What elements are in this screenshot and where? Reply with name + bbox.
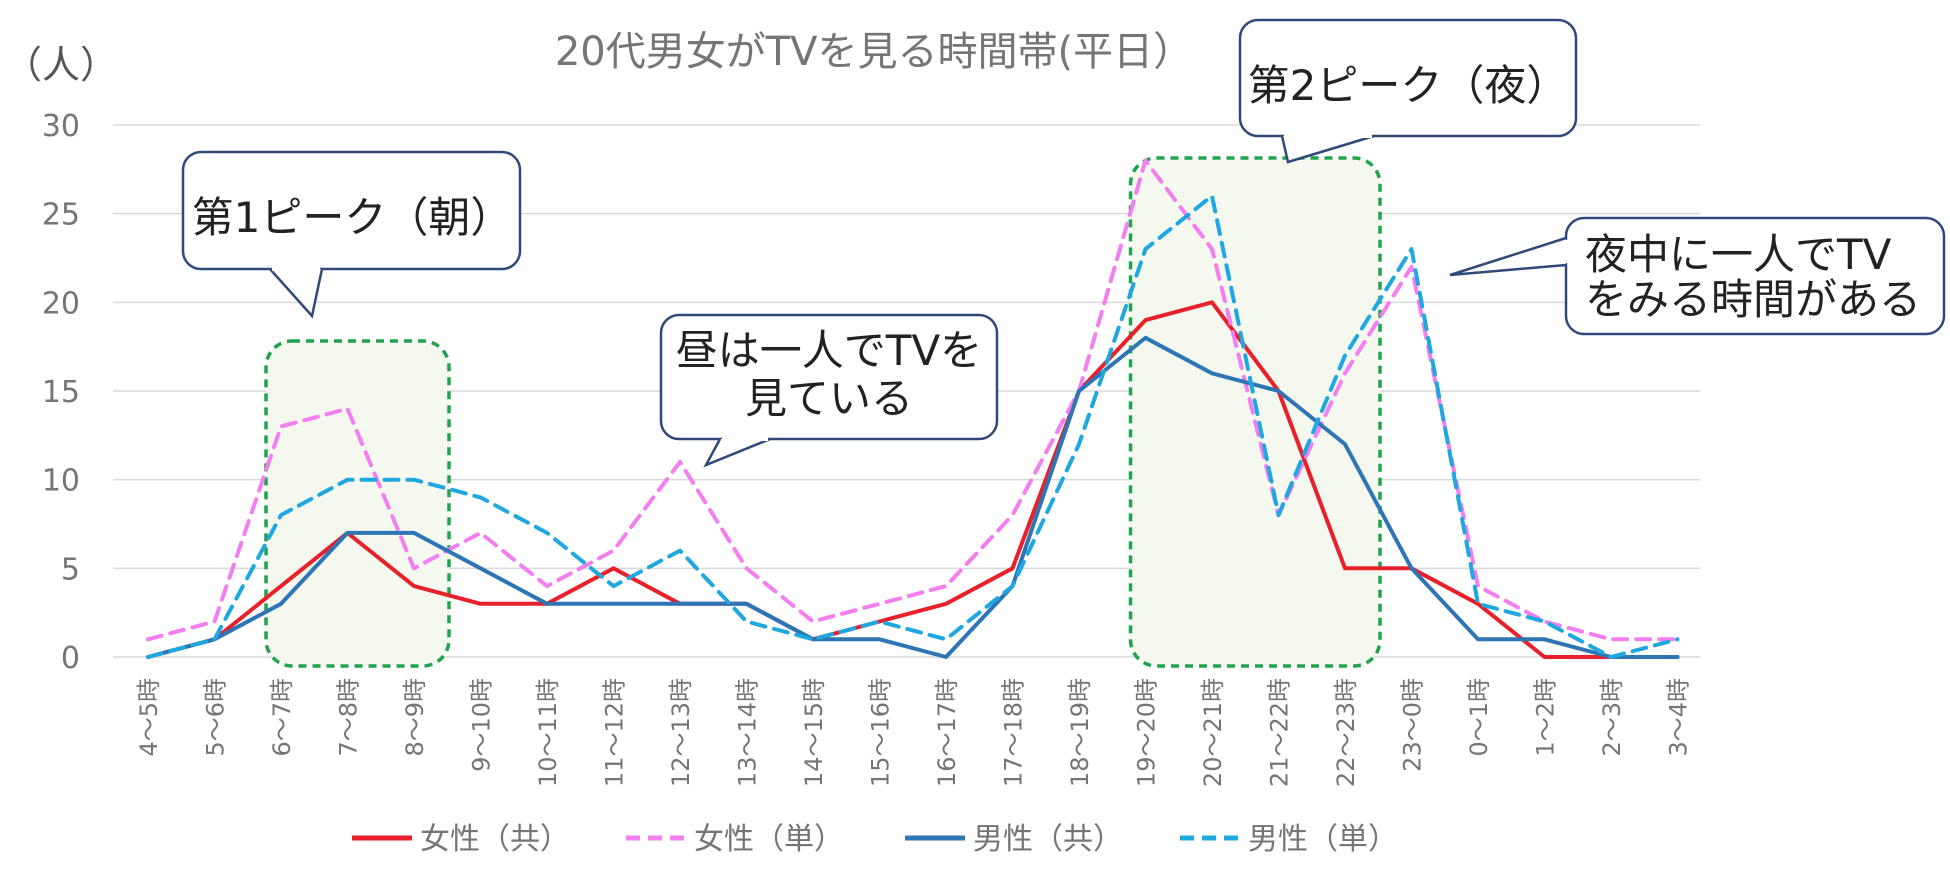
callout-text: 第1ピーク（朝） bbox=[192, 193, 513, 242]
x-tick-label: 3～4時 bbox=[1665, 678, 1693, 757]
x-tick-label: 8～9時 bbox=[401, 678, 429, 757]
x-tick-label: 10～11時 bbox=[534, 678, 562, 787]
x-tick-label: 23～0時 bbox=[1399, 678, 1427, 772]
x-tick-label: 1～2時 bbox=[1532, 678, 1560, 757]
callout-text: 第2ピーク（夜） bbox=[1248, 61, 1569, 110]
legend: 女性（共） 女性（単） 男性（共） 男性（単） bbox=[352, 822, 1398, 857]
x-tick-label: 7～8時 bbox=[335, 678, 363, 757]
x-tick-label: 0～1時 bbox=[1465, 678, 1493, 757]
x-tick-label: 15～16時 bbox=[867, 678, 895, 787]
x-tick-label: 22～23時 bbox=[1332, 678, 1360, 787]
callout-2: 第2ピーク（夜） bbox=[1238, 18, 1578, 164]
x-tick-label: 18～19時 bbox=[1066, 678, 1094, 787]
x-tick-label: 4～5時 bbox=[135, 678, 163, 757]
series-line-3 bbox=[146, 193, 1680, 659]
y-tick-label: 0 bbox=[61, 641, 80, 676]
peak-highlight-box bbox=[264, 339, 451, 668]
callout-box bbox=[659, 313, 999, 441]
y-axis-ticks: 0 5 10 15 20 25 30 bbox=[42, 109, 80, 676]
x-tick-label: 13～14時 bbox=[734, 678, 762, 787]
data-series bbox=[146, 158, 1680, 659]
callout-pointer bbox=[269, 268, 324, 319]
x-tick-label: 20～21時 bbox=[1199, 678, 1227, 787]
y-tick-label: 5 bbox=[61, 552, 80, 587]
legend-label: 男性（共） bbox=[973, 822, 1123, 857]
callout-box bbox=[1238, 18, 1578, 138]
x-tick-label: 21～22時 bbox=[1266, 678, 1294, 787]
x-tick-label: 19～20時 bbox=[1133, 678, 1161, 787]
legend-label: 男性（単） bbox=[1248, 822, 1398, 857]
callout-box bbox=[1564, 216, 1946, 336]
x-tick-label: 2～3時 bbox=[1598, 678, 1626, 757]
chart-title: 20代男女がTVを見る時間帯(平日） bbox=[555, 29, 1193, 75]
y-tick-label: 10 bbox=[42, 464, 80, 499]
callout-1: 第1ピーク（朝） bbox=[181, 150, 522, 319]
callout-text: 昼は一人でTVを bbox=[676, 326, 982, 375]
legend-label: 女性（単） bbox=[694, 822, 844, 857]
x-tick-label: 16～17時 bbox=[933, 678, 961, 787]
x-tick-label: 6～7時 bbox=[268, 678, 296, 757]
x-tick-label: 14～15時 bbox=[800, 678, 828, 787]
callout-pointer bbox=[703, 437, 771, 468]
y-tick-label: 15 bbox=[42, 375, 80, 410]
series-line-2 bbox=[146, 335, 1680, 659]
y-tick-label: 20 bbox=[42, 286, 80, 321]
callout-text: 見ている bbox=[745, 374, 913, 423]
x-tick-label: 5～6時 bbox=[202, 678, 230, 757]
y-tick-label: 30 bbox=[42, 109, 80, 144]
x-tick-label: 9～10時 bbox=[468, 678, 496, 772]
series-line-1 bbox=[146, 158, 1680, 642]
x-axis-ticks: 4～5時 5～6時 6～7時 7～8時 8～9時 9～10時 10～11時 11～12時 12～… bbox=[135, 678, 1693, 787]
legend-label: 女性（共） bbox=[420, 822, 570, 857]
callout-box bbox=[181, 150, 522, 271]
x-tick-label: 12～13時 bbox=[667, 678, 695, 787]
callout-pointer bbox=[1280, 134, 1375, 164]
y-tick-label: 25 bbox=[42, 198, 80, 233]
callout-text: をみる時間がある bbox=[1585, 275, 1921, 324]
x-tick-label: 11～12時 bbox=[601, 678, 629, 787]
x-tick-label: 17～18時 bbox=[1000, 678, 1028, 787]
callout-text: 夜中に一人でTV bbox=[1585, 230, 1892, 279]
series-line-0 bbox=[146, 300, 1680, 659]
y-axis-unit: （人） bbox=[4, 43, 118, 87]
callout-pointer bbox=[1449, 236, 1567, 277]
